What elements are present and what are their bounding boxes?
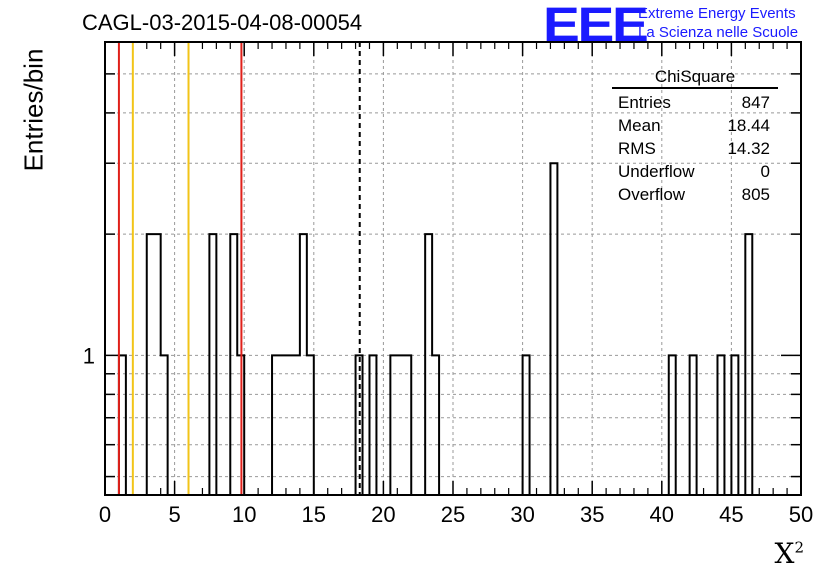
stats-box-title: ChiSquare — [612, 67, 778, 89]
x-axis-label-base: X — [774, 537, 795, 570]
chart-title: CAGL-03-2015-04-08-00054 — [82, 10, 363, 35]
plot-frame — [104, 41, 802, 496]
grid-lines — [105, 42, 801, 495]
x-tick-label: 0 — [99, 502, 111, 527]
marker-lines — [117, 42, 361, 495]
stats-label: Overflow — [618, 185, 686, 204]
x-tick-label: 50 — [789, 502, 813, 527]
x-axis-label-exponent: 2 — [794, 538, 804, 557]
stats-row-rms: RMS 14.32 — [612, 137, 778, 160]
stats-value: 0 — [760, 162, 770, 181]
stats-row-overflow: Overflow 805 — [612, 183, 778, 206]
logo-caption: Extreme Energy Events La Scienza nelle S… — [638, 4, 798, 42]
stats-row-underflow: Underflow 0 — [612, 160, 778, 183]
x-tick-labels: 0 5 10 15 20 25 30 35 40 45 50 — [99, 502, 813, 527]
stats-label: Underflow — [618, 162, 695, 181]
histogram-outline — [105, 162, 801, 496]
stats-label: Entries — [618, 93, 671, 112]
stats-box: ChiSquare Entries 847 Mean 18.44 RMS 14.32 … — [612, 67, 778, 206]
eee-logo: EEE — [543, 0, 649, 52]
x-tick-label: 10 — [232, 502, 256, 527]
logo-caption-line2: La Scienza nelle Scuole — [638, 24, 799, 41]
x-tick-label: 5 — [168, 502, 180, 527]
logo-caption-line1: Extreme Energy Events — [638, 5, 796, 22]
x-tick-label: 30 — [510, 502, 534, 527]
stats-row-mean: Mean 18.44 — [612, 114, 778, 137]
stats-value: 14.32 — [727, 139, 770, 158]
y-tick-labels: 1 — [83, 343, 95, 368]
stats-row-entries: Entries 847 — [612, 91, 778, 114]
x-tick-label: 20 — [371, 502, 395, 527]
x-tick-label: 15 — [302, 502, 326, 527]
stats-value: 18.44 — [727, 116, 770, 135]
x-tick-label: 35 — [580, 502, 604, 527]
x-tick-label: 40 — [650, 502, 674, 527]
x-axis-label: X2 — [775, 537, 804, 570]
x-tick-label: 45 — [719, 502, 743, 527]
stats-label: RMS — [618, 139, 656, 158]
stats-label: Mean — [618, 116, 661, 135]
stats-value: 847 — [741, 93, 770, 112]
y-tick-label: 1 — [83, 343, 95, 368]
stats-value: 805 — [741, 185, 770, 204]
y-axis-label: Entries/bin — [18, 48, 49, 172]
x-tick-label: 25 — [441, 502, 465, 527]
